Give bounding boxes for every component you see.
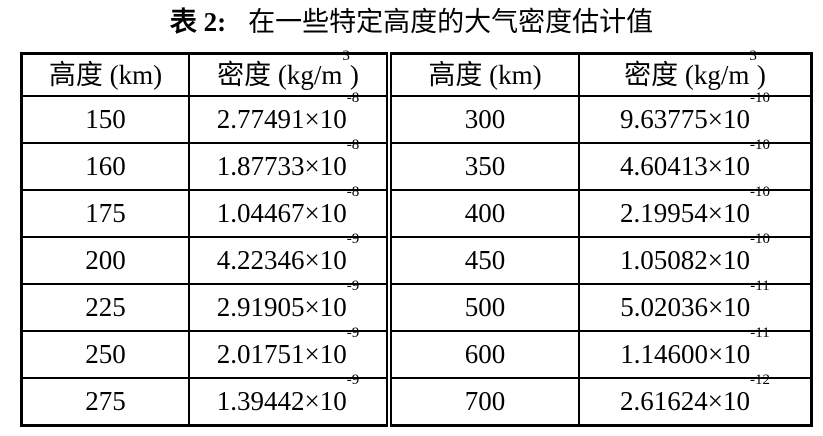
altitude-cell: 500 [388,283,580,332]
altitude-cell: 225 [20,283,190,332]
table-row: 225 2.91905×10-9 500 5.02036×10-11 [20,279,813,332]
density-cell: 2.91905×10-9 [188,279,392,332]
table-row: 200 4.22346×10-9 450 1.05082×10-10 [20,232,813,285]
density-cell: 1.14600×10-11 [578,326,813,379]
header-altitude-2: 高度 (km) [388,52,580,97]
density-cell: 9.63775×10-10 [578,91,813,144]
caption-text: 在一些特定高度的大气密度估计值 [248,7,654,37]
header-density-1: 密度 (kg/m3) [188,49,392,97]
altitude-cell: 200 [20,236,190,285]
table-caption: 表 2: 在一些特定高度的大气密度估计值 [0,2,823,42]
altitude-cell: 275 [20,377,190,427]
altitude-cell: 300 [388,95,580,144]
density-cell: 4.60413×10-10 [578,138,813,191]
density-cell: 2.01751×10-9 [188,326,392,379]
table-row: 150 2.77491×10-8 300 9.63775×10-10 [20,91,813,144]
caption-label: 表 2: [169,7,227,37]
density-cell: 1.05082×10-10 [578,232,813,285]
density-cell: 5.02036×10-11 [578,279,813,332]
header-density-2: 密度 (kg/m3) [578,49,813,97]
altitude-cell: 350 [388,142,580,191]
density-cell: 1.04467×10-8 [188,185,392,238]
altitude-cell: 700 [388,377,580,427]
density-cell: 2.61624×10-12 [578,373,813,427]
density-cell: 2.77491×10-8 [188,91,392,144]
altitude-cell: 450 [388,236,580,285]
density-cell: 1.87733×10-8 [188,138,392,191]
table-row: 160 1.87733×10-8 350 4.60413×10-10 [20,138,813,191]
altitude-cell: 150 [20,95,190,144]
table-row: 250 2.01751×10-9 600 1.14600×10-11 [20,326,813,379]
table-row: 175 1.04467×10-8 400 2.19954×10-10 [20,185,813,238]
header-row: 高度 (km) 密度 (kg/m3) 高度 (km) 密度 (kg/m3) [20,49,813,97]
altitude-cell: 250 [20,330,190,379]
density-cell: 1.39442×10-9 [188,373,392,427]
density-cell: 2.19954×10-10 [578,185,813,238]
altitude-cell: 600 [388,330,580,379]
header-altitude-1: 高度 (km) [20,52,190,97]
table-row: 275 1.39442×10-9 700 2.61624×10-12 [20,373,813,427]
altitude-cell: 175 [20,189,190,238]
altitude-cell: 400 [388,189,580,238]
density-table: 高度 (km) 密度 (kg/m3) 高度 (km) 密度 (kg/m3) 15… [20,49,813,427]
altitude-cell: 160 [20,142,190,191]
density-cell: 4.22346×10-9 [188,232,392,285]
